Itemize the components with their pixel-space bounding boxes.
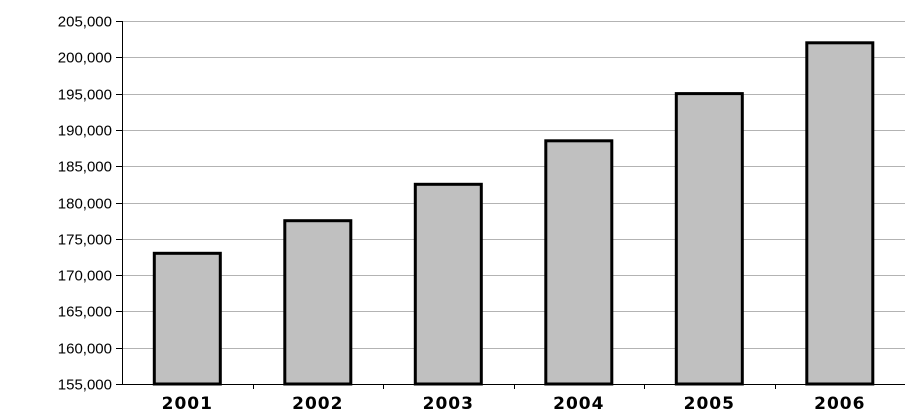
y-tick-label: 190,000 bbox=[58, 123, 112, 140]
bar-2005 bbox=[674, 92, 744, 386]
bars bbox=[152, 41, 875, 386]
x-tick-label: 2002 bbox=[292, 394, 343, 413]
y-tick-label: 180,000 bbox=[58, 196, 112, 213]
x-axis-ticks: 2001 2002 2003 2004 2005 2006 bbox=[162, 384, 865, 413]
y-tick-label: 185,000 bbox=[58, 159, 112, 176]
y-tick-label: 170,000 bbox=[58, 268, 112, 285]
y-tick-label: 195,000 bbox=[58, 87, 112, 104]
x-tick-label: 2001 bbox=[162, 394, 213, 413]
x-tick-label: 2004 bbox=[553, 394, 604, 413]
x-tick-label: 2003 bbox=[423, 394, 474, 413]
y-axis-ticks: 155,000 160,000 165,000 170,000 175,000 180,0… bbox=[58, 14, 122, 394]
y-tick-label: 165,000 bbox=[58, 304, 112, 321]
gridlines bbox=[122, 21, 905, 349]
bar-2001 bbox=[152, 251, 222, 386]
y-tick-label: 175,000 bbox=[58, 232, 112, 249]
x-tick-label: 2006 bbox=[814, 394, 865, 413]
bar-2003 bbox=[413, 182, 483, 386]
x-tick-label: 2005 bbox=[684, 394, 735, 413]
bar-2002 bbox=[283, 219, 353, 386]
y-tick-label: 155,000 bbox=[58, 377, 112, 394]
bar-2004 bbox=[544, 139, 614, 386]
bar-2006 bbox=[805, 41, 875, 386]
y-tick-label: 160,000 bbox=[58, 341, 112, 358]
y-tick-label: 200,000 bbox=[58, 50, 112, 67]
y-tick-label: 205,000 bbox=[58, 14, 112, 31]
